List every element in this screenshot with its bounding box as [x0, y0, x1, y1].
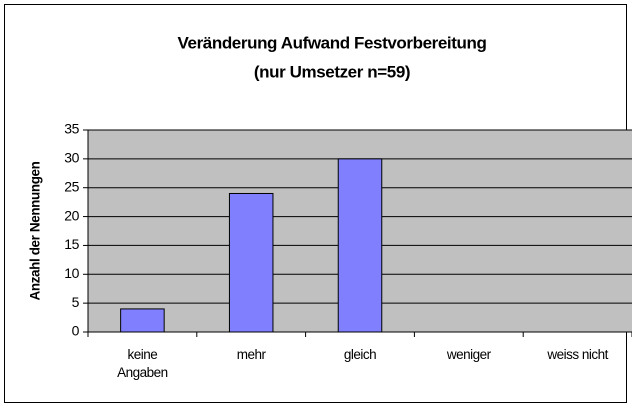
x-tick-label: weiss nicht [547, 347, 608, 362]
y-tick-label: 35 [64, 121, 79, 137]
x-tick-label: weniger [446, 347, 491, 362]
y-tick-label: 15 [64, 236, 79, 252]
x-tick-label: keine Angaben [117, 347, 168, 380]
x-tick-label: mehr [236, 347, 266, 362]
x-tick-label-box: weiss nicht [547, 347, 608, 362]
x-tick-label: gleich [343, 347, 377, 362]
x-tick-label-box: gleich [343, 347, 377, 362]
y-tick-label: 25 [64, 178, 79, 194]
x-tick-label-box: weniger [446, 347, 491, 362]
y-tick-label: 30 [64, 150, 79, 166]
y-tick-label: 20 [64, 207, 79, 223]
chart-title: Veränderung Aufwand Festvorbereitung [178, 33, 487, 52]
bar [120, 308, 165, 333]
chart-subtitle: (nur Umsetzer n=59) [254, 62, 410, 81]
y-tick-label: 5 [72, 294, 80, 310]
x-tick-label-box: mehr [236, 347, 266, 362]
x-tick-label-box: keine Angaben [117, 347, 168, 380]
bar [337, 158, 383, 333]
y-tick-label: 0 [72, 323, 80, 339]
y-axis-label: Anzahl der Nennungen [28, 161, 43, 300]
bar [228, 192, 274, 333]
y-tick-label: 10 [64, 265, 79, 281]
